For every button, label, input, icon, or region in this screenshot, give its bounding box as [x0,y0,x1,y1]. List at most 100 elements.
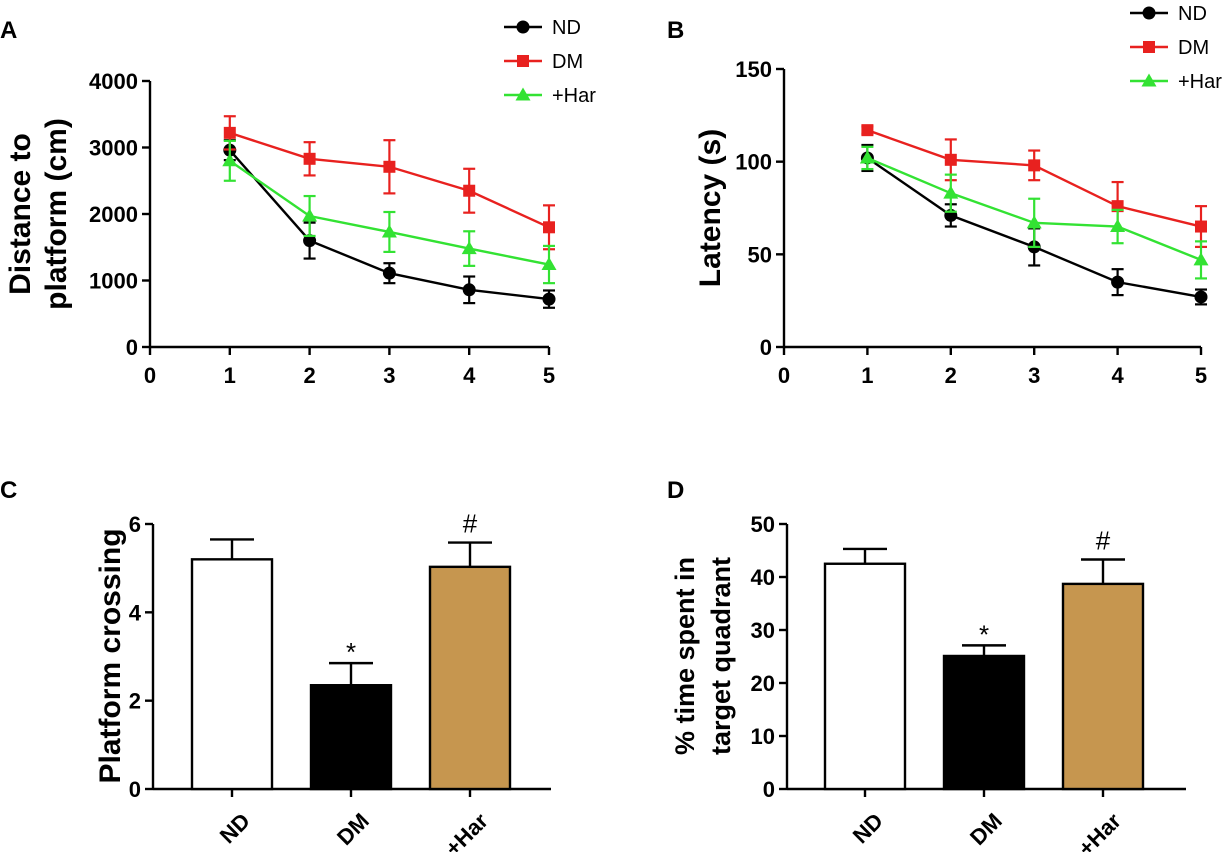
panel-c-x-tick-label-har: +Har [440,808,493,852]
panel-a-series-dm-point [303,152,316,165]
panel-b-y-tick-label: 50 [748,242,772,267]
panel-a-legend-har-label: +Har [552,85,596,107]
panel-a-line-chart: A 0 1000 2000 3000 4000 0 1 2 3 4 5 Distance to plat… [0,17,596,388]
panel-c-letter: C [0,477,17,504]
panel-a-x-tick-label: 5 [543,363,555,388]
panel-a-series-dm-point [383,160,396,173]
panel-b-series-dm-point [1195,220,1207,233]
panel-b-x-tick-label: 5 [1195,363,1207,388]
panel-a-series-dm-point [463,184,476,197]
panel-d-y-tick-label: 40 [751,565,775,590]
panel-b-series-har-point [943,185,959,199]
panel-d-y-tick-label: 10 [751,724,775,749]
panel-a-legend-nd-marker [516,20,530,34]
panel-a-series-har-point [222,153,238,167]
panel-b-x-tick-label: 4 [1111,363,1124,388]
panel-c-y-axis-title-line-1: Platform crossing [94,528,127,783]
panel-b-y-axis-title: Latency (s) [694,129,727,287]
panel-a-series-har-point [302,208,318,222]
panel-a-y-axis-title-line-2: platform (cm) [40,118,73,310]
panel-a-y-tick-label: 1000 [89,269,138,294]
panel-b-series-dm-point [1028,159,1041,172]
panel-c-bar-nd [190,558,274,791]
panel-a-x-tick-label: 0 [144,363,156,388]
panel-a-series-har-point [381,224,397,238]
panel-a-series-dm-point [543,221,555,234]
panel-a-y-axis-title-line-1: Distance to [4,133,37,295]
panel-b-series-dm-point [861,124,874,137]
panel-c-x-tick-label-nd: ND [215,808,255,848]
panel-d-y-axis-title-line-2: target quadrant [706,557,736,755]
panel-b-legend-nd-marker [1142,6,1156,20]
panel-b-x-tick-label: 1 [861,363,873,388]
panel-a-series-nd-point [382,266,396,280]
panel-d-x-tick-label-nd: ND [848,808,888,848]
panel-b-series-nd-point [1194,290,1208,304]
panel-a-y-tick-label: 4000 [89,69,138,94]
panel-b-legend-nd-label: ND [1178,3,1207,25]
panel-c-y-tick-label: 2 [129,689,141,714]
panel-a-legend-har-marker [515,87,531,101]
panel-a-legend-nd-label: ND [552,17,581,39]
panel-b-series-har-point [1110,219,1126,233]
panel-a-x-tick-label: 3 [383,363,395,388]
panel-a-x-tick-label: 1 [224,363,236,388]
panel-b-x-tick-label: 0 [778,363,790,388]
panel-d-bar-nd [823,562,907,791]
panel-b-legend-dm-marker [1143,41,1155,53]
panel-c-y-axis-title: Platform crossing [94,528,127,783]
panel-c-x-tick-label-dm: DM [332,808,374,850]
panel-b-x-tick-label: 2 [945,363,957,388]
panel-b-series-har-point [1026,215,1042,229]
panel-c-bar-dm [309,684,393,791]
panel-c-y-tick-label: 6 [129,512,141,537]
panel-b-letter: B [667,17,684,44]
panel-d-letter: D [667,477,684,504]
panel-b-y-tick-label: 100 [735,150,772,175]
panel-a-series-dm-point [223,126,236,139]
panel-a-y-tick-label: 0 [126,335,138,360]
panel-d-bar-dm [942,654,1026,791]
panel-a-series-har-point [461,241,477,255]
panel-a-series-har-point [541,257,557,271]
panel-a-y-tick-label: 3000 [89,136,138,161]
panel-d-y-axis-title: % time spent in target quadrant [670,557,736,755]
panel-b-legend-har-label: +Har [1178,71,1222,93]
panel-b-series-nd-point [1111,275,1125,289]
panel-d-x-tick-label-har: +Har [1073,808,1126,852]
panel-d-bar-chart: D 0 10 20 30 40 50 % time spent in target quadr… [667,477,1186,852]
panel-a-legend-dm-marker [517,55,529,67]
panel-d-significance-dm: * [979,619,989,649]
panel-a-x-tick-label: 2 [303,363,315,388]
panel-a-series-nd-point [303,234,317,248]
panel-b-y-tick-label: 150 [735,57,772,82]
panel-d-y-tick-label: 0 [763,777,775,802]
panel-b-y-axis-title-line-1: Latency (s) [694,129,727,287]
panel-a-y-tick-label: 2000 [89,202,138,227]
panel-a-legend-dm-label: DM [552,51,583,73]
panel-a-series-nd-point [462,283,476,297]
panel-c-significance-har: # [463,509,478,539]
panel-b-y-tick-label: 0 [760,335,772,360]
panel-d-y-tick-label: 50 [751,512,775,537]
panel-b-legend-har-marker [1141,73,1157,87]
panel-b-series-har-point [859,150,875,164]
panel-c-significance-dm: * [346,637,356,667]
panel-b-line-chart: B 0 50 100 150 0 1 2 3 4 5 Latency (s) ND DM +Har [667,3,1222,388]
panel-d-x-tick-label-dm: DM [965,808,1007,850]
panel-a-x-tick-label: 4 [463,363,476,388]
panel-d-y-tick-label: 30 [751,618,775,643]
panel-c-y-tick-label: 0 [129,777,141,802]
panel-b-x-tick-label: 3 [1028,363,1040,388]
panel-a-y-axis-title: Distance to platform (cm) [4,118,73,310]
panel-d-y-tick-label: 20 [751,671,775,696]
panel-d-y-axis-title-line-1: % time spent in [670,557,700,755]
panel-c-y-tick-label: 4 [129,600,142,625]
panel-a-series-nd-point [542,292,556,306]
panel-b-legend-dm-label: DM [1178,37,1209,59]
panel-a-letter: A [0,17,17,44]
panel-b-series-dm-point [944,153,957,166]
panel-c-bar-har [428,565,512,791]
